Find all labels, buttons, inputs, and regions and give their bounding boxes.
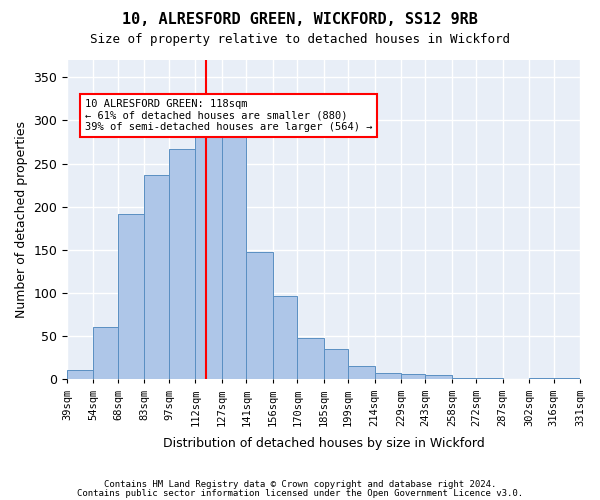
X-axis label: Distribution of detached houses by size in Wickford: Distribution of detached houses by size … — [163, 437, 484, 450]
Bar — [222, 134, 246, 380]
Y-axis label: Number of detached properties: Number of detached properties — [15, 121, 28, 318]
Bar — [554, 378, 580, 380]
Bar — [529, 378, 554, 380]
Bar — [169, 149, 196, 380]
Bar — [452, 378, 476, 380]
Bar — [425, 375, 452, 380]
Text: 10 ALRESFORD GREEN: 118sqm
← 61% of detached houses are smaller (880)
39% of sem: 10 ALRESFORD GREEN: 118sqm ← 61% of deta… — [85, 99, 372, 132]
Text: Contains HM Land Registry data © Crown copyright and database right 2024.: Contains HM Land Registry data © Crown c… — [104, 480, 496, 489]
Bar — [145, 175, 169, 380]
Bar — [323, 349, 348, 380]
Bar — [94, 326, 118, 380]
Bar — [374, 374, 401, 380]
Bar — [118, 214, 145, 380]
Bar — [297, 338, 323, 380]
Bar — [196, 134, 222, 380]
Bar — [348, 366, 374, 380]
Bar — [272, 296, 297, 380]
Bar — [476, 378, 503, 380]
Text: 10, ALRESFORD GREEN, WICKFORD, SS12 9RB: 10, ALRESFORD GREEN, WICKFORD, SS12 9RB — [122, 12, 478, 28]
Bar — [401, 374, 425, 380]
Bar — [246, 252, 272, 380]
Text: Contains public sector information licensed under the Open Government Licence v3: Contains public sector information licen… — [77, 488, 523, 498]
Text: Size of property relative to detached houses in Wickford: Size of property relative to detached ho… — [90, 32, 510, 46]
Bar — [67, 370, 94, 380]
